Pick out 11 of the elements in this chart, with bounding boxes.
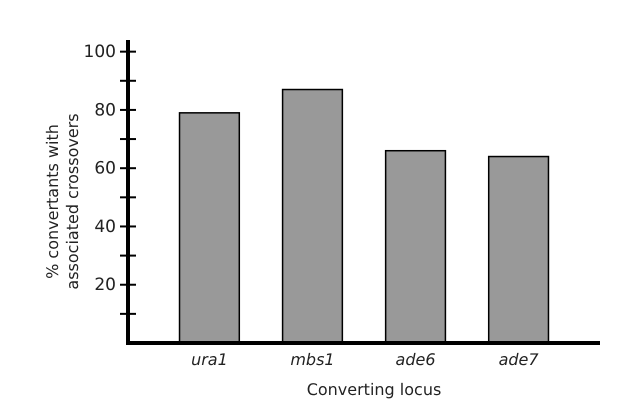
y-tick-label: 40 xyxy=(94,216,116,237)
y-axis-title: % convertants with associated crossovers xyxy=(43,113,82,290)
x-tick-label: mbs1 xyxy=(290,350,335,369)
x-axis-title: Converting locus xyxy=(306,380,442,399)
x-tick-label: ade7 xyxy=(498,350,540,369)
y-tick-label: 80 xyxy=(94,100,116,120)
x-tick-label: ade6 xyxy=(396,350,436,369)
y-tick-label: 60 xyxy=(94,158,116,179)
x-tick-label: ura1 xyxy=(191,350,228,369)
y-tick-label: 20 xyxy=(94,275,116,296)
y-tick-label: 100 xyxy=(84,42,116,62)
